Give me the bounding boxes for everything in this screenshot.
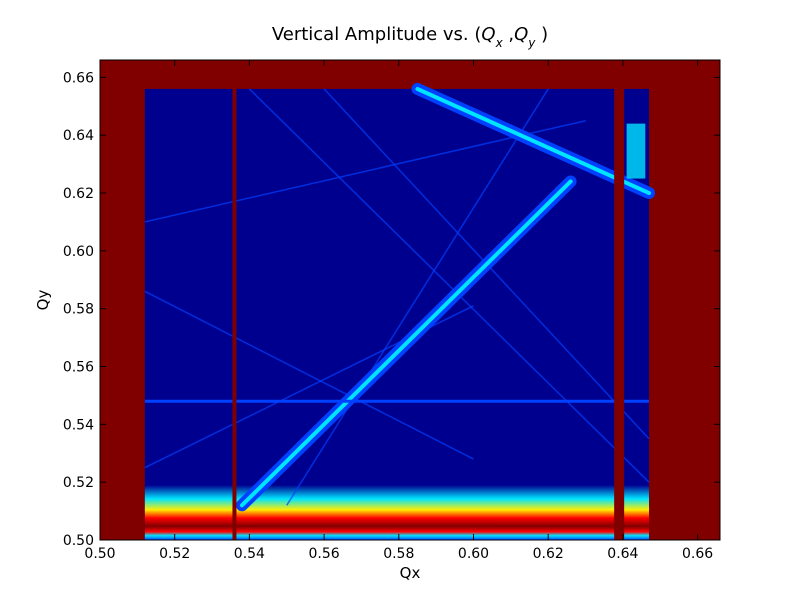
chart-title: Vertical Amplitude vs. (Qx ,Qy ) bbox=[272, 24, 548, 50]
heatmap-vertical-band bbox=[614, 60, 625, 540]
x-axis-ticks: 0.50 0.52 0.54 0.56 0.58 0.60 0.62 0.64 0.66 bbox=[84, 60, 713, 562]
x-tick-label: 0.52 bbox=[159, 546, 190, 562]
x-tick-label: 0.62 bbox=[533, 546, 564, 562]
y-tick-label: 0.56 bbox=[63, 360, 94, 376]
heatmap-feature-core bbox=[239, 179, 573, 508]
x-tick-label: 0.54 bbox=[234, 546, 265, 562]
y-tick-label: 0.50 bbox=[63, 533, 94, 549]
y-tick-label: 0.62 bbox=[63, 186, 94, 202]
heatmap-feature-core bbox=[415, 86, 652, 196]
y-axis-ticks: 0.50 0.52 0.54 0.56 0.58 0.60 0.62 0.64 0.66 bbox=[63, 70, 720, 549]
heatmap-faint-line bbox=[144, 290, 474, 460]
x-tick-label: 0.50 bbox=[84, 546, 115, 562]
plot-area bbox=[99, 59, 721, 541]
x-tick-label: 0.60 bbox=[458, 546, 489, 562]
x-tick-label: 0.64 bbox=[607, 546, 638, 562]
y-tick-label: 0.66 bbox=[63, 70, 94, 86]
y-tick-label: 0.58 bbox=[63, 302, 94, 318]
axes-frame bbox=[99, 59, 721, 541]
heatmap-faint-line bbox=[286, 88, 549, 506]
y-tick-label: 0.52 bbox=[63, 475, 94, 491]
y-tick-label: 0.64 bbox=[63, 128, 94, 144]
y-axis-label: Qy bbox=[34, 290, 52, 311]
y-tick-label: 0.60 bbox=[63, 244, 94, 260]
heatmap-faint-line bbox=[248, 88, 650, 483]
heatmap-vertical-band bbox=[232, 60, 237, 540]
heatmap-bottom-band bbox=[144, 485, 650, 540]
heatmap-island bbox=[626, 123, 646, 179]
x-tick-label: 0.56 bbox=[309, 546, 340, 562]
x-axis-label: Qx bbox=[400, 564, 421, 582]
y-tick-label: 0.54 bbox=[63, 417, 94, 433]
x-tick-label: 0.58 bbox=[383, 546, 414, 562]
x-tick-label: 0.66 bbox=[682, 546, 713, 562]
